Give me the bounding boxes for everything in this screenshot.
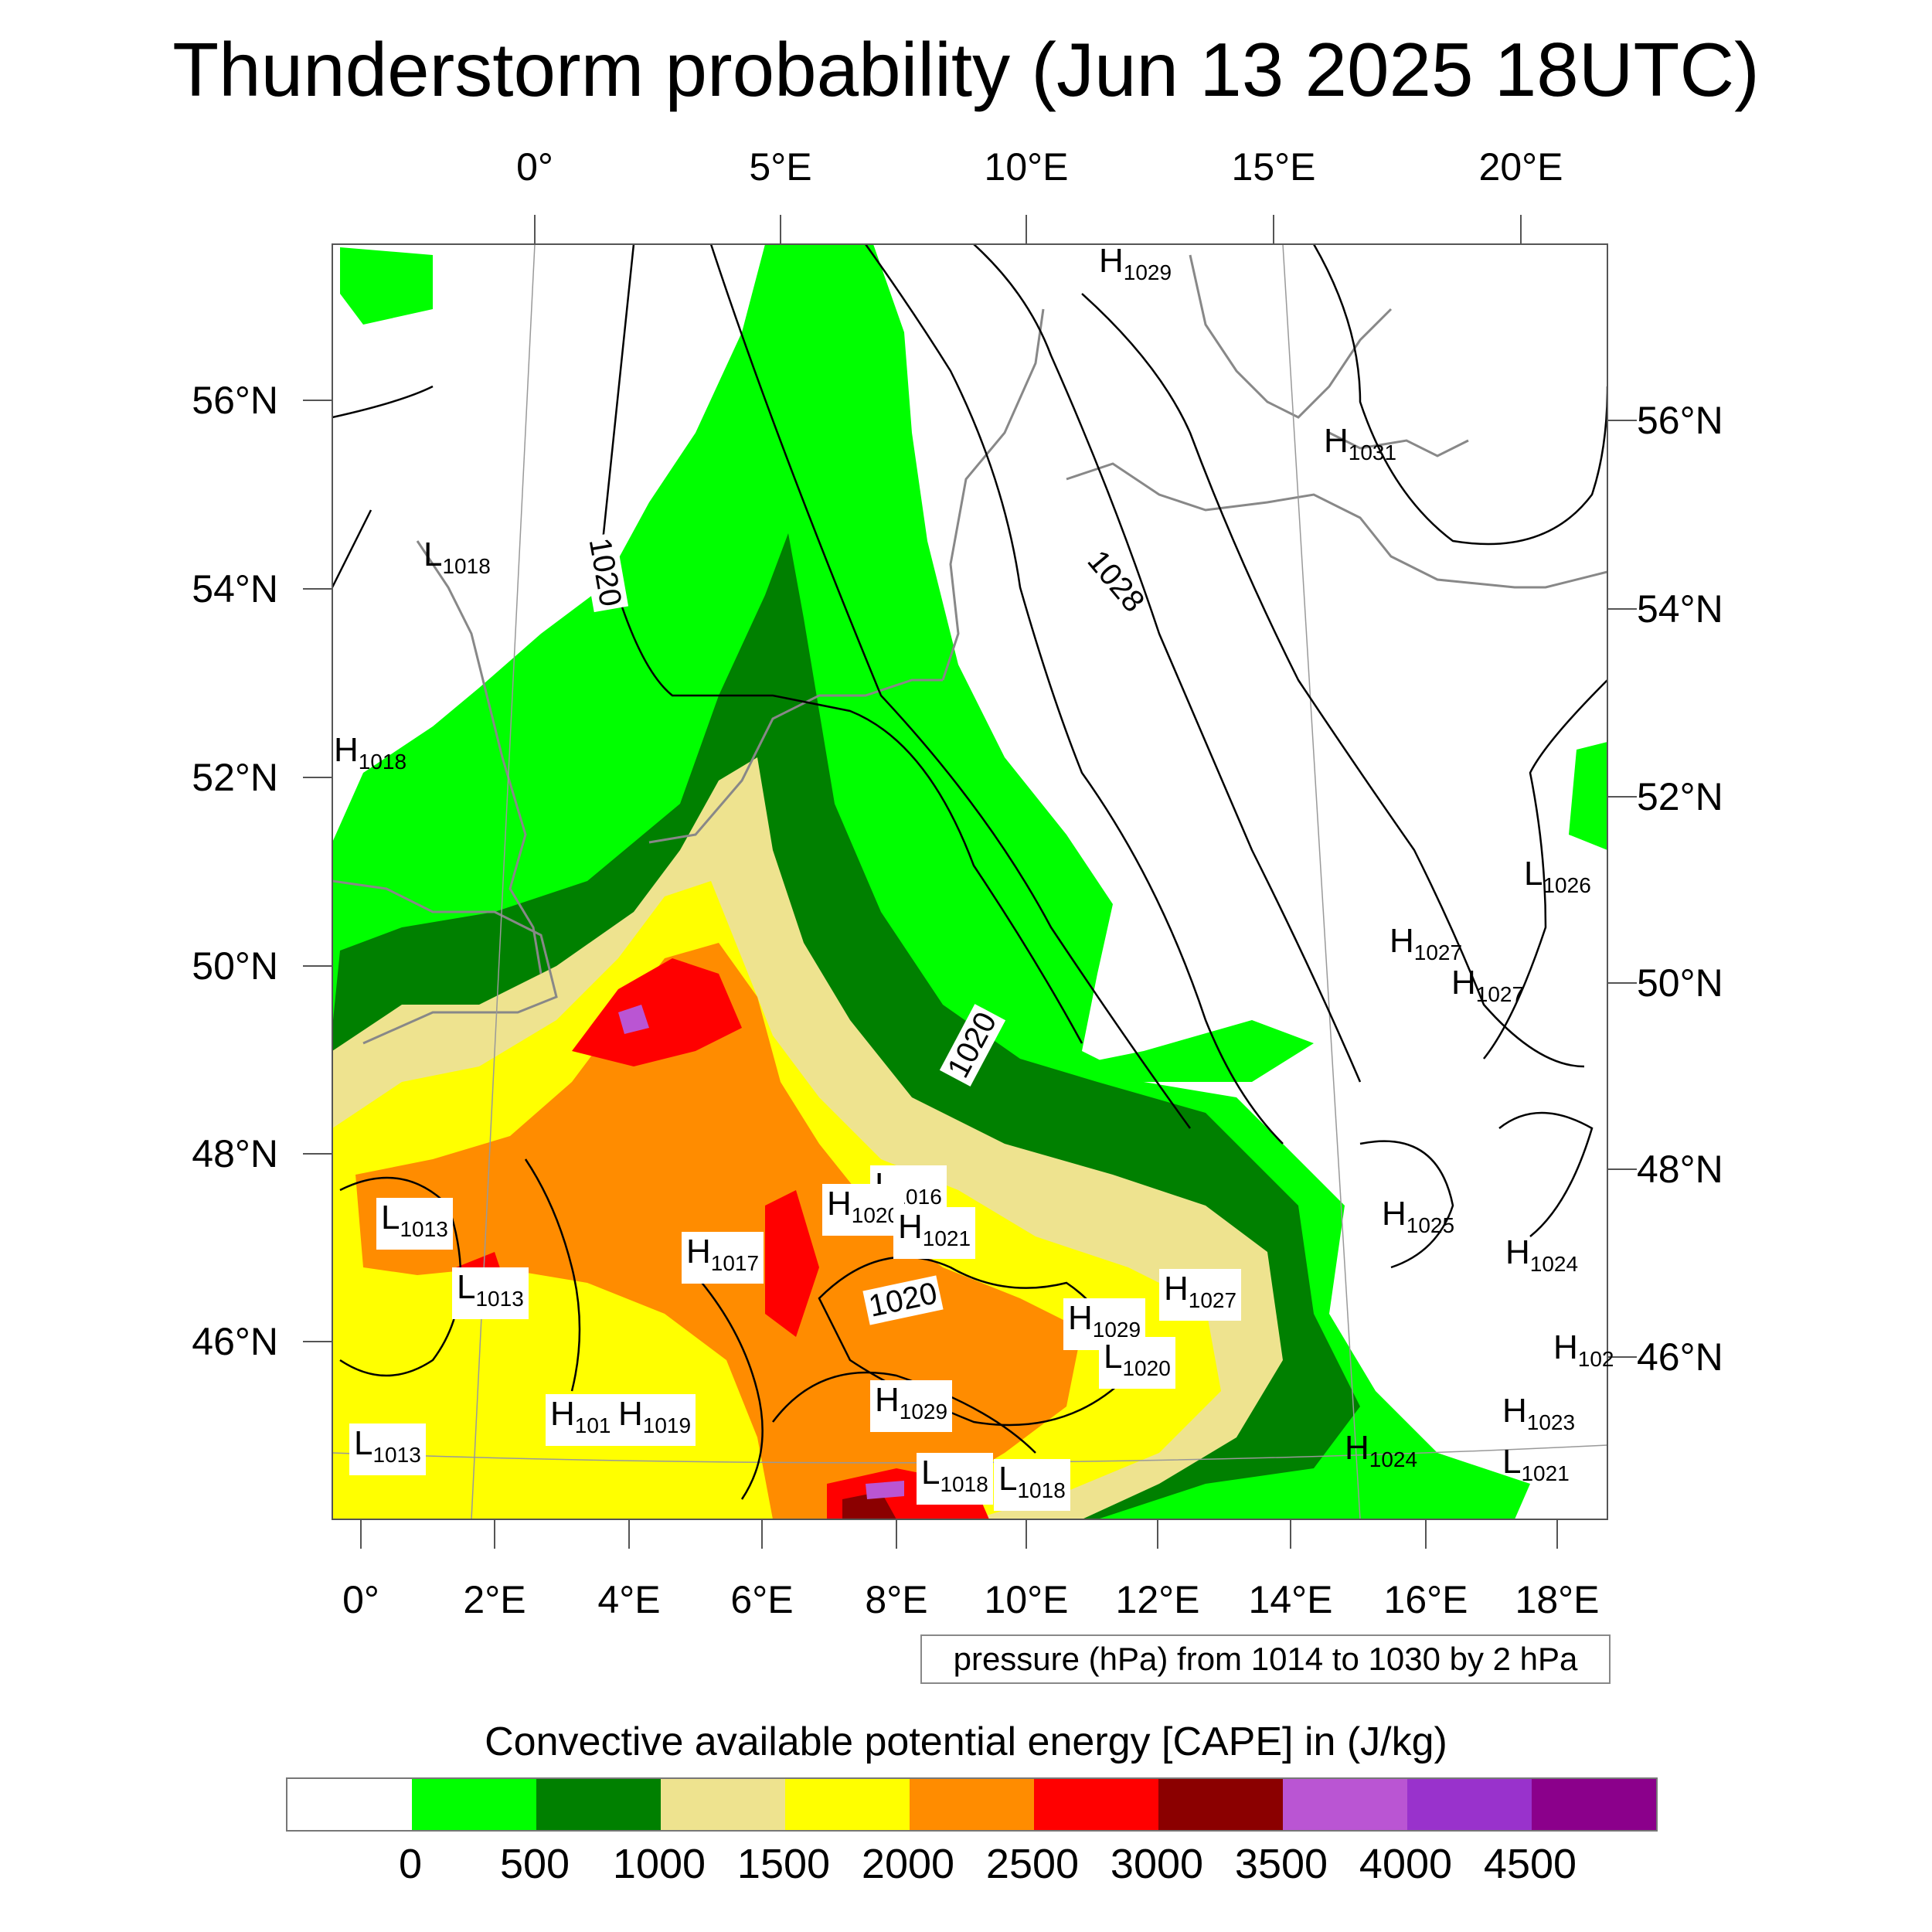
cape-2500-3000-central: [765, 1190, 819, 1337]
pressure-center-label: L1013: [452, 1267, 529, 1319]
colorbar-label: 1000: [612, 1841, 706, 1887]
pressure-center-label: L1018: [423, 536, 491, 579]
pressure-center-label: H1017: [682, 1232, 764, 1284]
bottom-lon-tick: 14°E: [1248, 1578, 1333, 1621]
colorbar-swatch: [785, 1779, 910, 1830]
pressure-center-label: L1020: [1099, 1337, 1175, 1389]
bottom-lon-tick: 0°: [342, 1578, 379, 1621]
map-frame: [332, 243, 1608, 1520]
bottom-lon-tick: 18°E: [1515, 1578, 1600, 1621]
right-lat-tick: 50°N: [1637, 961, 1723, 1005]
colorbar-swatch: [536, 1779, 661, 1830]
tick-marks: [303, 215, 1637, 1549]
bottom-lon-tick: 12°E: [1115, 1578, 1200, 1621]
pressure-center-label: H1024: [1505, 1233, 1579, 1277]
cape-0-500-north: [340, 247, 433, 325]
right-lat-tick: 46°N: [1637, 1335, 1723, 1379]
left-lat-tick: 56°N: [192, 379, 278, 422]
left-lat-tick: 48°N: [192, 1132, 278, 1175]
colorbar-swatch: [1034, 1779, 1158, 1830]
right-lat-tick: 56°N: [1637, 399, 1723, 442]
colorbar-swatch: [1407, 1779, 1532, 1830]
left-lat-tick: 50°N: [192, 944, 278, 988]
pressure-center-label: H1027: [1159, 1269, 1242, 1321]
cape-3000-3500-region: [842, 1492, 896, 1519]
colorbar-label: 500: [499, 1841, 570, 1887]
pressure-center-label: H1031: [1324, 422, 1397, 465]
pressure-center-label: H1029: [870, 1380, 953, 1432]
left-lat-tick: 52°N: [192, 756, 278, 799]
pressure-center-label: L1018: [994, 1459, 1070, 1511]
pressure-center-label: H1027: [1451, 964, 1525, 1007]
colorbar-label: 1500: [736, 1841, 831, 1887]
colorbar-swatch: [661, 1779, 785, 1830]
cape-3500-4000-south: [866, 1481, 904, 1499]
cape-0-500-south: [1066, 1020, 1314, 1082]
right-lat-tick: 54°N: [1637, 587, 1723, 631]
top-lon-tick: 20°E: [1478, 145, 1563, 189]
colorbar-swatch: [1532, 1779, 1656, 1830]
colorbar-swatch: [287, 1779, 412, 1830]
pressure-center-label: H1027: [1389, 922, 1463, 965]
pressure-center-label: L1018: [917, 1453, 993, 1505]
cape-0-500-east: [1569, 742, 1607, 850]
left-lat-tick: 46°N: [192, 1320, 278, 1363]
right-lat-tick: 52°N: [1637, 775, 1723, 818]
bottom-lon-tick: 6°E: [730, 1578, 794, 1621]
bottom-lon-tick: 16°E: [1383, 1578, 1468, 1621]
pressure-center-label: L1013: [349, 1423, 426, 1475]
contour-info-box: pressure (hPa) from 1014 to 1030 by 2 hP…: [920, 1634, 1611, 1684]
bottom-lon-tick: 10°E: [984, 1578, 1069, 1621]
cape-2000-2500-region: [355, 943, 1082, 1519]
pressure-center-label: H1023: [1502, 1392, 1576, 1435]
pressure-center-label: H102: [1553, 1328, 1614, 1372]
colorbar-swatch: [1158, 1779, 1283, 1830]
pressure-center-label: H1024: [1345, 1429, 1418, 1472]
left-lat-tick: 54°N: [192, 567, 278, 611]
colorbar-swatch: [1283, 1779, 1407, 1830]
pressure-center-label: L1013: [376, 1198, 453, 1250]
right-lat-tick: 48°N: [1637, 1148, 1723, 1191]
coastlines: [332, 254, 1607, 1045]
top-lon-tick: 0°: [516, 145, 553, 189]
pressure-center-label: H1019: [614, 1394, 696, 1446]
colorbar-swatch: [412, 1779, 536, 1830]
cape-3500-4000-north: [618, 1005, 649, 1034]
colorbar-title: Convective available potential energy [C…: [485, 1719, 1447, 1764]
colorbar-label: 3500: [1234, 1841, 1328, 1887]
bottom-lon-tick: 8°E: [865, 1578, 928, 1621]
colorbar-label: 2500: [985, 1841, 1080, 1887]
pressure-center-label: H1018: [334, 731, 407, 774]
cape-field: [332, 244, 1607, 1519]
pressure-center-label: H1020: [822, 1184, 905, 1236]
colorbar-label: 2000: [861, 1841, 955, 1887]
map-title: Thunderstorm probability (Jun 13 2025 18…: [172, 27, 1760, 112]
pressure-center-label: L1021: [1502, 1443, 1570, 1486]
colorbar-label: 0: [398, 1841, 423, 1887]
top-lon-tick: 5°E: [749, 145, 812, 189]
pressure-center-label: H101: [546, 1394, 616, 1446]
colorbar-label: 3000: [1110, 1841, 1204, 1887]
cape-2500-3000-north: [572, 958, 742, 1066]
pressure-center-label: H1025: [1382, 1195, 1455, 1238]
bottom-lon-tick: 4°E: [597, 1578, 661, 1621]
colorbar-label: 4000: [1359, 1841, 1453, 1887]
top-lon-tick: 10°E: [984, 145, 1069, 189]
pressure-center-label: H1029: [1099, 242, 1172, 285]
pressure-center-label: H1021: [893, 1207, 976, 1259]
bottom-lon-tick: 2°E: [463, 1578, 526, 1621]
colorbar: [286, 1777, 1658, 1832]
pressure-center-label: L1026: [1524, 855, 1591, 898]
colorbar-label: 4500: [1483, 1841, 1577, 1887]
colorbar-swatch: [910, 1779, 1034, 1830]
top-lon-tick: 15°E: [1231, 145, 1316, 189]
